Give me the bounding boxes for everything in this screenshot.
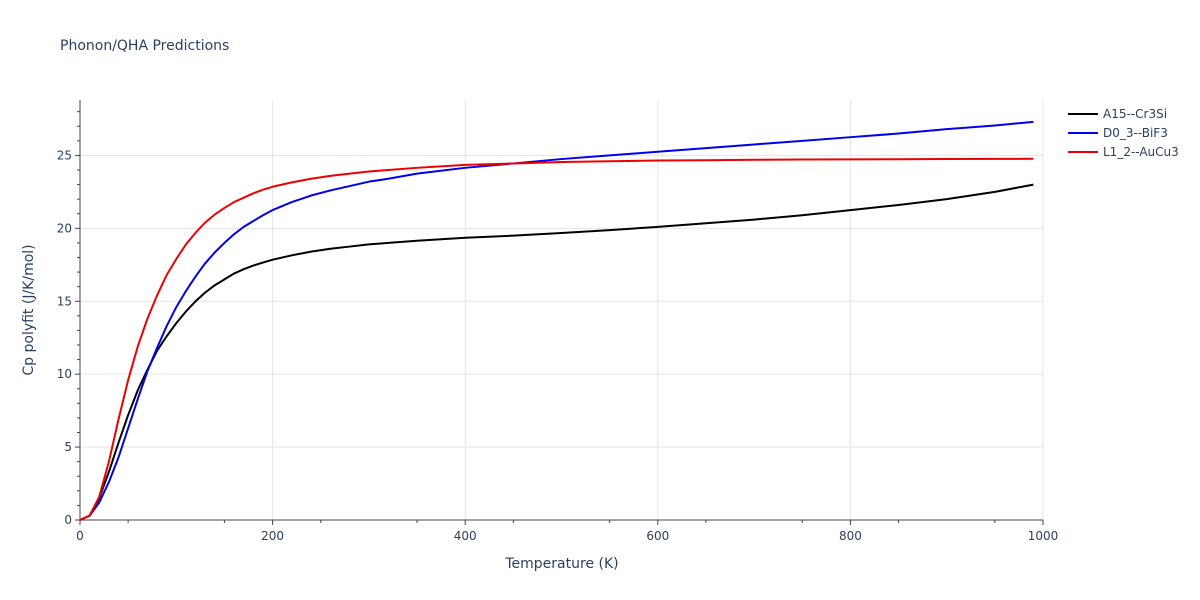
y-tick-label: 25 bbox=[57, 148, 72, 162]
x-axis-title: Temperature (K) bbox=[504, 556, 618, 572]
series-layer bbox=[79, 120, 1034, 521]
y-tick-label: 5 bbox=[64, 440, 72, 454]
legend-label-l1-2-aucu3[interactable]: L1_2--AuCu3 bbox=[1103, 145, 1179, 159]
y-tick-label: 10 bbox=[57, 367, 72, 381]
chart-title: Phonon/QHA Predictions bbox=[60, 38, 229, 54]
y-tick-label: 20 bbox=[57, 221, 72, 235]
x-tick-label: 200 bbox=[261, 529, 284, 543]
legend: A15--Cr3Si D0_3--BiF3 L1_2--AuCu3 bbox=[1068, 107, 1179, 159]
x-tick-label: 0 bbox=[76, 529, 84, 543]
y-tick-label: 0 bbox=[64, 513, 72, 527]
x-tick-label: 400 bbox=[454, 529, 477, 543]
legend-label-d0-3-bif3[interactable]: D0_3--BiF3 bbox=[1103, 126, 1168, 140]
axes: 0 200 400 600 800 1000 0 5 10 15 20 25 bbox=[57, 100, 1059, 543]
y-axis-title: Cp polyfit (J/K/mol) bbox=[21, 244, 37, 375]
x-tick-label: 600 bbox=[646, 529, 669, 543]
y-tick-label: 15 bbox=[57, 294, 72, 308]
series-line-d0-3-bif3 bbox=[79, 120, 1034, 521]
x-tick-label: 1000 bbox=[1028, 529, 1059, 543]
x-tick-label: 800 bbox=[839, 529, 862, 543]
series-line-l1-2-aucu3 bbox=[79, 157, 1034, 521]
legend-label-a15-cr3si[interactable]: A15--Cr3Si bbox=[1103, 107, 1167, 121]
series-line-a15-cr3si bbox=[79, 183, 1034, 521]
